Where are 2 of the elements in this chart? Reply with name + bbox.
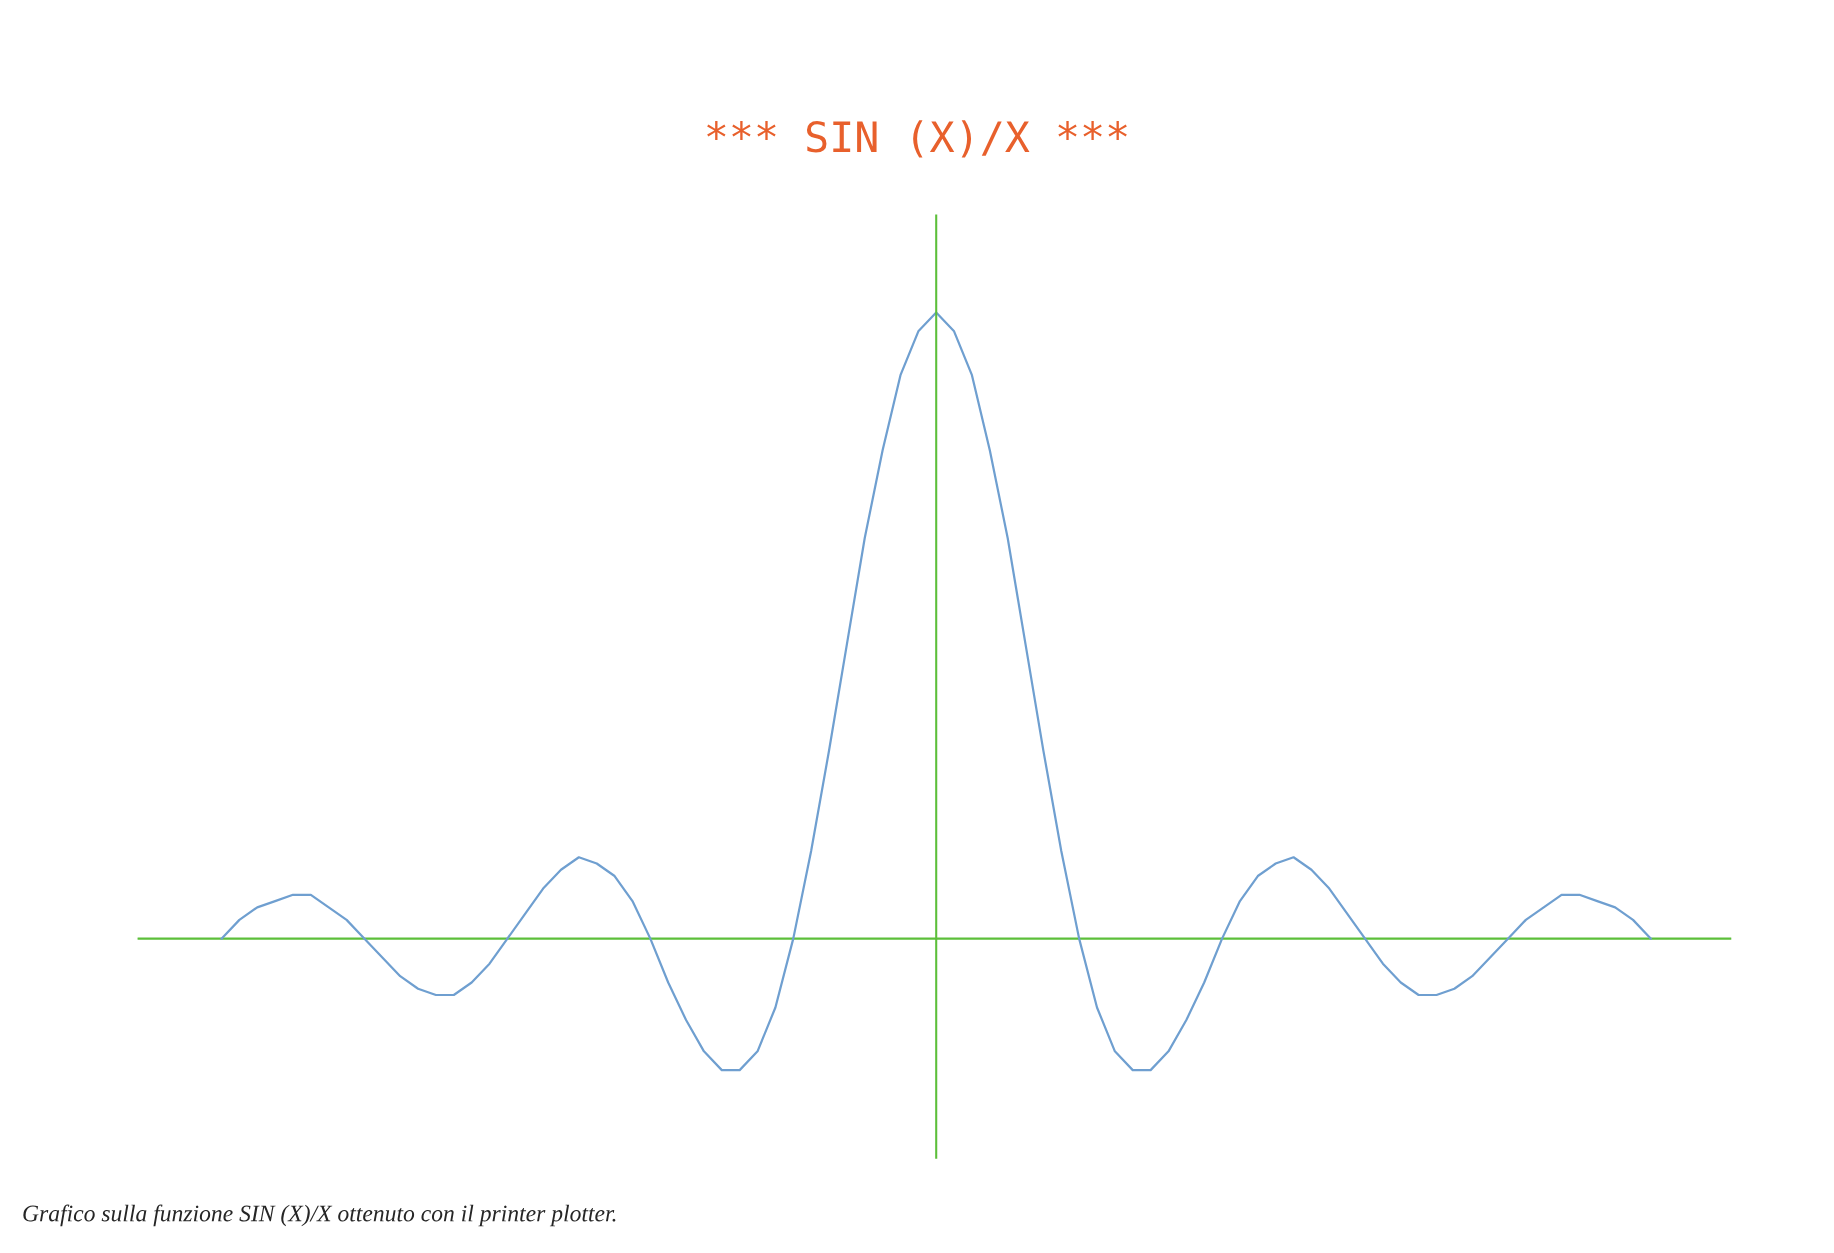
text: Grafico sulla funzione SIN (X)/X ottenuto con il printer plotter. [23,1204,616,1227]
chart-title: *** SIN (X)/X *** [707,120,1127,158]
